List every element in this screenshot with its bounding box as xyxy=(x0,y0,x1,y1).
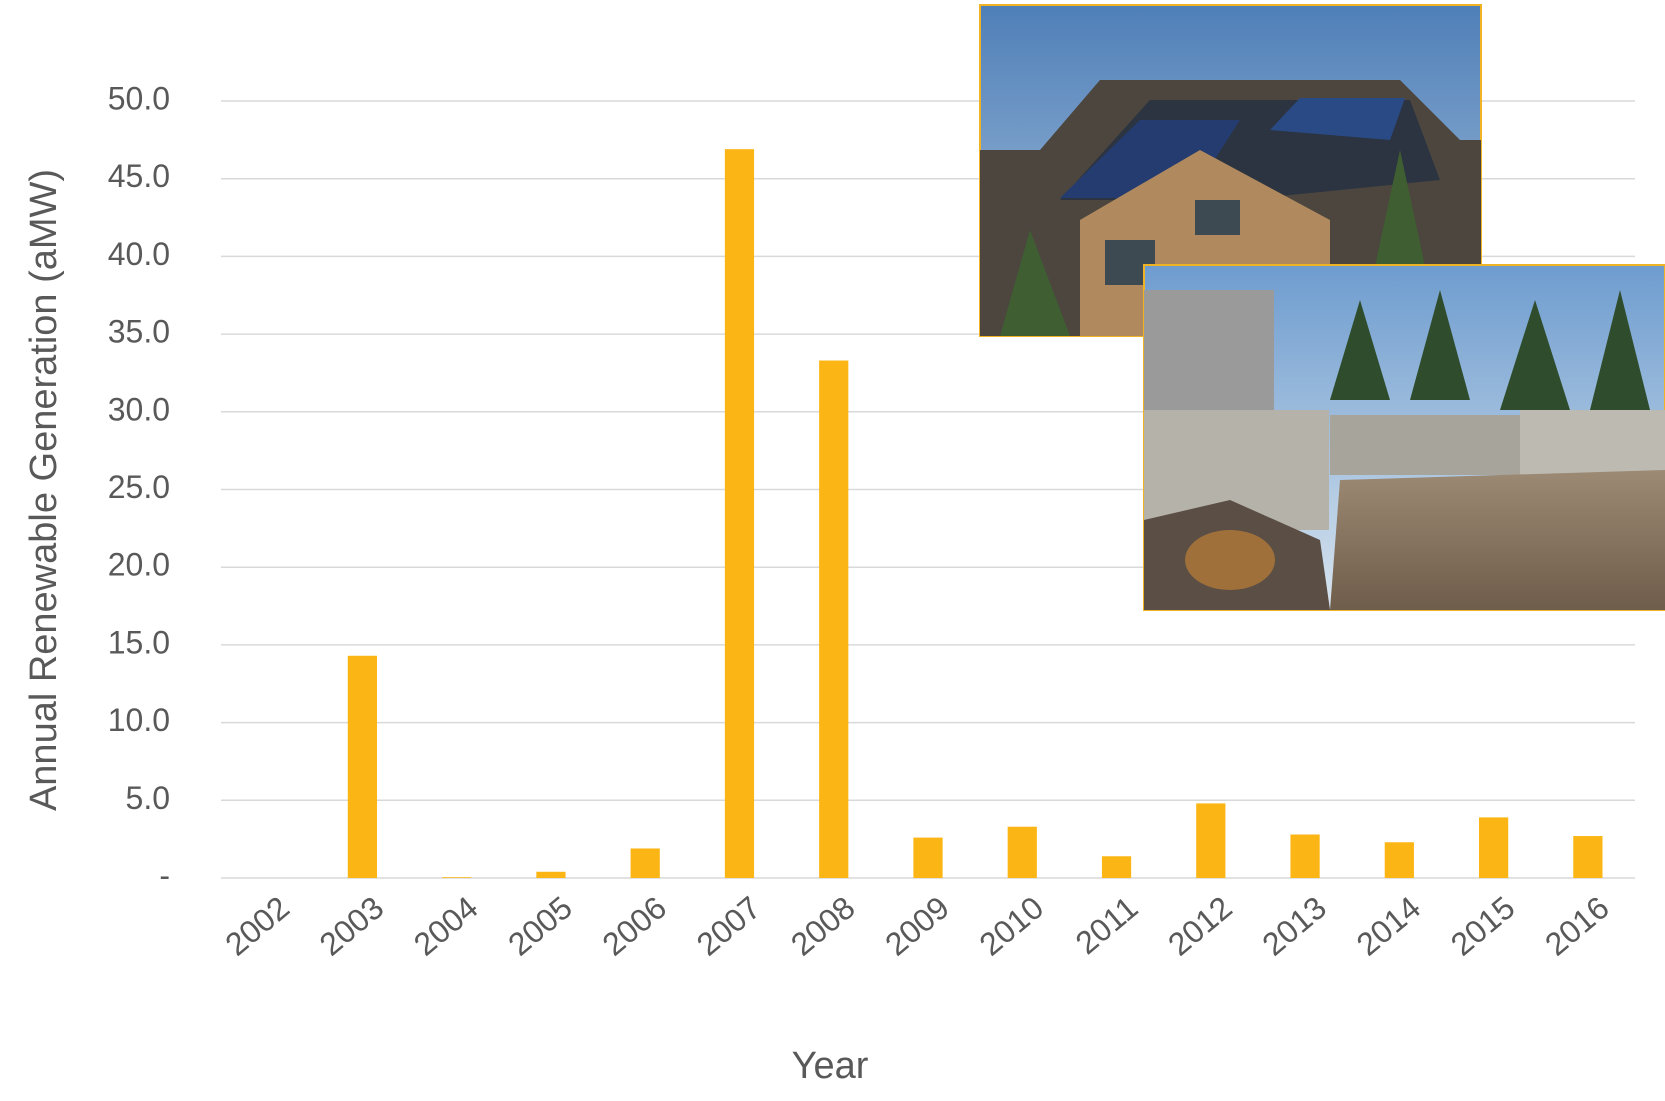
bar xyxy=(1384,842,1414,878)
bar xyxy=(1478,817,1509,878)
x-tick-label: 2008 xyxy=(784,889,862,962)
x-tick-label: 2016 xyxy=(1538,889,1616,962)
y-tick-label: 30.0 xyxy=(108,391,170,427)
y-tick-label: 35.0 xyxy=(108,314,170,350)
x-axis-title: Year xyxy=(792,1045,869,1087)
x-tick-label: 2013 xyxy=(1255,889,1333,962)
x-tick-label: 2012 xyxy=(1161,889,1239,962)
bar xyxy=(1290,834,1320,878)
bar xyxy=(1573,836,1603,878)
bar xyxy=(536,871,566,878)
x-tick-label: 2009 xyxy=(878,889,956,962)
y-tick-label: 20.0 xyxy=(108,547,170,583)
bar xyxy=(913,837,943,878)
y-tick-label: 10.0 xyxy=(108,702,170,738)
bar xyxy=(630,848,660,878)
x-tick-label: 2014 xyxy=(1350,889,1428,962)
x-tick-label: 2011 xyxy=(1069,889,1145,961)
y-tick-label: 15.0 xyxy=(108,624,170,660)
bar xyxy=(819,360,849,878)
y-tick-label: 25.0 xyxy=(108,469,170,505)
y-axis-title: Annual Renewable Generation (aMW) xyxy=(23,169,65,811)
y-tick-label: - xyxy=(159,857,170,893)
x-tick-label: 2003 xyxy=(313,889,391,962)
bar xyxy=(347,655,378,878)
x-tick-label: 2015 xyxy=(1444,889,1522,962)
bar xyxy=(1101,856,1132,878)
x-tick-label: 2005 xyxy=(501,889,579,962)
x-tick-label: 2004 xyxy=(407,889,485,962)
bar xyxy=(442,877,472,878)
x-tick-label: 2010 xyxy=(973,889,1051,962)
x-tick-label: 2002 xyxy=(218,889,296,962)
x-tick-label: 2006 xyxy=(595,889,673,962)
y-tick-label: 50.0 xyxy=(108,80,170,116)
bar xyxy=(1196,803,1226,878)
y-tick-label: 45.0 xyxy=(108,158,170,194)
bar xyxy=(1007,826,1037,878)
bar xyxy=(724,149,755,878)
x-tick-label: 2007 xyxy=(690,889,768,962)
photo-hydro-dam xyxy=(1143,264,1665,611)
y-tick-label: 40.0 xyxy=(108,236,170,272)
y-tick-label: 5.0 xyxy=(126,780,170,816)
